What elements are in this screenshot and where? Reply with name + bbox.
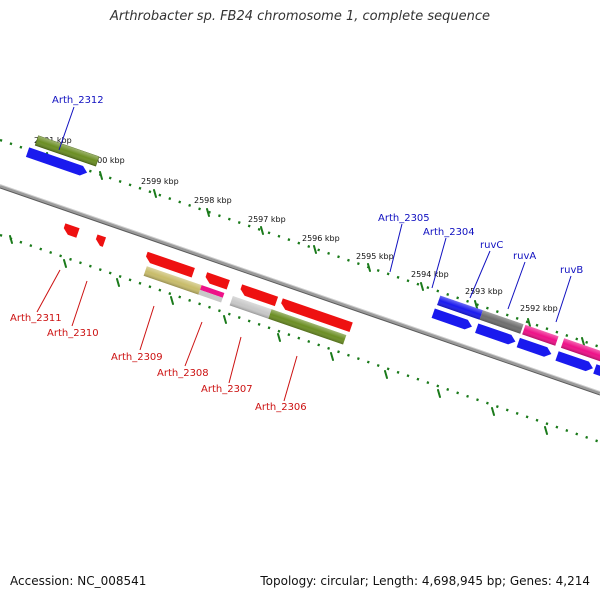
gene-red-3[interactable] bbox=[239, 284, 279, 307]
gene-label: Arth_2305 bbox=[378, 213, 430, 224]
gene-blue-arrow[interactable] bbox=[555, 351, 594, 373]
gene-label: Arth_2310 bbox=[47, 328, 99, 339]
gene-label: Arth_2304 bbox=[423, 227, 475, 238]
gene-arth-2305[interactable] bbox=[437, 295, 483, 320]
kbp-label: 2596 kbp bbox=[302, 234, 340, 243]
gene-label: Arth_2307 bbox=[201, 384, 253, 395]
gene-arth-2309[interactable] bbox=[143, 266, 202, 295]
gene-red-4[interactable] bbox=[280, 298, 353, 332]
gene-red-1[interactable] bbox=[144, 251, 195, 278]
gene-arth-2311[interactable] bbox=[62, 223, 80, 238]
gene-ruvc[interactable] bbox=[522, 324, 559, 346]
gene-ruva[interactable] bbox=[560, 338, 600, 382]
gene-features bbox=[25, 135, 600, 392]
gene-arth-2304[interactable] bbox=[479, 310, 524, 334]
top-gene-labels: Arth_2312 Arth_2305 Arth_2304 ruvC ruvA … bbox=[52, 95, 583, 276]
gene-label: Arth_2312 bbox=[52, 95, 104, 106]
gene-label: Arth_2306 bbox=[255, 402, 307, 413]
accession-text: Accession: NC_008541 bbox=[10, 574, 147, 588]
bottom-gene-labels: Arth_2311 Arth_2310 Arth_2309 Arth_2308 … bbox=[10, 313, 307, 413]
top-label-leaders bbox=[58, 106, 572, 323]
gene-blue-arrow[interactable] bbox=[516, 337, 553, 359]
map-title: Arthrobacter sp. FB24 chromosome 1, comp… bbox=[109, 9, 491, 24]
gene-arth-2306[interactable] bbox=[268, 309, 347, 345]
gene-label: ruvC bbox=[480, 240, 503, 251]
gene-label: Arth_2308 bbox=[157, 368, 209, 379]
gene-arth-2307[interactable] bbox=[229, 295, 272, 319]
gene-blue-arrow[interactable] bbox=[593, 364, 600, 392]
kbp-label: 2597 kbp bbox=[248, 215, 286, 224]
kbp-label: 2595 kbp bbox=[356, 252, 394, 261]
upper-tick-track bbox=[0, 138, 600, 349]
kbp-label: 2598 kbp bbox=[194, 196, 232, 205]
kbp-label: 2599 kbp bbox=[141, 177, 179, 186]
gene-label: Arth_2311 bbox=[10, 313, 62, 324]
gene-label: ruvA bbox=[513, 251, 536, 262]
topology-stats: Topology: circular; Length: 4,698,945 bp… bbox=[260, 574, 590, 588]
lower-tick-track bbox=[0, 233, 600, 444]
gene-red-2[interactable] bbox=[204, 272, 230, 290]
gene-blue-arrow[interactable] bbox=[475, 323, 517, 346]
kbp-label: 2594 kbp bbox=[411, 270, 449, 279]
gene-arth-2312[interactable] bbox=[34, 135, 100, 167]
kbp-label: 2593 kbp bbox=[465, 287, 503, 296]
gene-label: Arth_2309 bbox=[111, 352, 163, 363]
kbp-label: 2600 kbp bbox=[87, 156, 125, 165]
gene-label: ruvB bbox=[560, 265, 583, 276]
gene-arth-2310[interactable] bbox=[94, 234, 107, 247]
chromosome-backbone bbox=[0, 184, 600, 396]
major-ticks bbox=[9, 152, 585, 435]
bottom-label-leaders bbox=[36, 269, 298, 402]
gene-blue-arrow[interactable] bbox=[431, 308, 474, 331]
gene-blue-arrow[interactable] bbox=[25, 147, 89, 177]
gene-arth-2308[interactable] bbox=[198, 285, 225, 303]
kbp-label: 2592 kbp bbox=[520, 304, 558, 313]
